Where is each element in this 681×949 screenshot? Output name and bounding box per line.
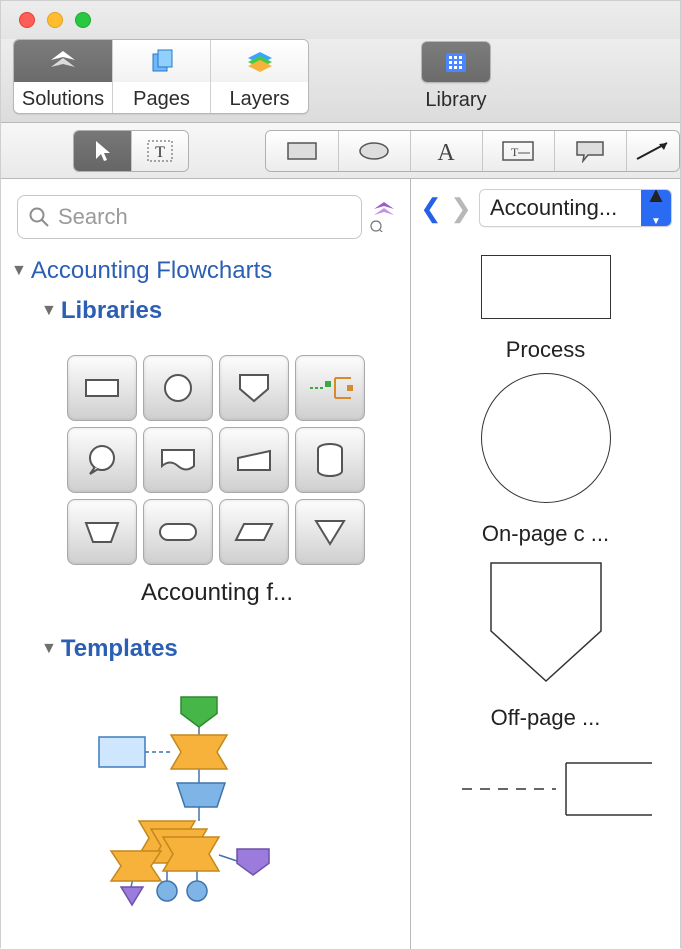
tab-label: Layers bbox=[211, 82, 308, 113]
shape-label: On-page c ... bbox=[482, 521, 609, 547]
shape-item-onpage[interactable]: On-page c ... bbox=[481, 373, 611, 547]
solutions-tree: ▼ Accounting Flowcharts ▼ Libraries bbox=[1, 247, 410, 911]
pointer-tool-button[interactable] bbox=[74, 131, 131, 171]
solutions-compass-icon[interactable] bbox=[370, 198, 398, 237]
library-button[interactable]: Library bbox=[421, 41, 491, 114]
rect-tool-button[interactable] bbox=[266, 131, 338, 171]
solutions-icon bbox=[48, 48, 78, 74]
textbox-icon: T bbox=[500, 139, 536, 163]
chevron-down-icon: ▼ bbox=[41, 640, 57, 658]
lib-shape-merge[interactable] bbox=[295, 499, 365, 565]
lib-shape-terminator[interactable] bbox=[143, 499, 213, 565]
process-shape-icon bbox=[481, 255, 611, 319]
tree-root-accounting-flowcharts[interactable]: ▼ Accounting Flowcharts bbox=[11, 251, 396, 291]
shape-item-process[interactable]: Process bbox=[481, 255, 611, 363]
text-frame-tool-button[interactable]: T bbox=[131, 131, 188, 171]
callout-icon bbox=[574, 139, 606, 163]
tab-layers[interactable]: Layers bbox=[210, 40, 308, 113]
lib-shape-annotation[interactable] bbox=[295, 355, 365, 421]
text-tool-button[interactable]: A bbox=[410, 131, 482, 171]
close-window-button[interactable] bbox=[19, 12, 35, 28]
lib-shape-manual-input[interactable] bbox=[219, 427, 289, 493]
shape-toolbar: T A T bbox=[1, 123, 680, 179]
lib-shape-data[interactable] bbox=[219, 499, 289, 565]
letter-a-icon: A bbox=[431, 138, 461, 164]
nav-forward-button[interactable]: ❯ bbox=[449, 193, 473, 224]
main-toolbar: Solutions Pages Layers bbox=[1, 39, 680, 123]
pointer-icon bbox=[92, 139, 112, 163]
ellipse-tool-button[interactable] bbox=[338, 131, 410, 171]
tree-root-label: Accounting Flowcharts bbox=[31, 257, 272, 285]
search-row: Search bbox=[1, 179, 410, 247]
tree-libraries-label: Libraries bbox=[61, 297, 162, 325]
pointer-text-pair: T bbox=[73, 130, 189, 172]
library-selector-label: Accounting... bbox=[480, 195, 641, 221]
annotation-shape-icon bbox=[456, 759, 636, 819]
onpage-connector-icon bbox=[481, 373, 611, 503]
tab-solutions[interactable]: Solutions bbox=[14, 40, 112, 113]
svg-text:T: T bbox=[155, 144, 165, 161]
window-titlebar bbox=[1, 1, 680, 39]
callout-tool-button[interactable] bbox=[554, 131, 626, 171]
chevron-down-icon: ▼ bbox=[11, 262, 27, 280]
body-split: Search ▼ Accounting Flowcharts ▼ Librari… bbox=[1, 179, 680, 949]
lib-shape-manual-op[interactable] bbox=[67, 499, 137, 565]
search-placeholder: Search bbox=[58, 204, 128, 230]
pages-icon bbox=[148, 48, 176, 74]
nav-back-button[interactable]: ❮ bbox=[419, 193, 443, 224]
tab-label: Solutions bbox=[14, 82, 112, 113]
view-tab-group: Solutions Pages Layers bbox=[13, 39, 309, 114]
shape-list: Process On-page c ... Off-page ... bbox=[411, 237, 680, 819]
shape-label: Process bbox=[506, 337, 585, 363]
search-input[interactable]: Search bbox=[17, 195, 362, 239]
library-caption: Accounting f... bbox=[67, 579, 367, 607]
solutions-panel: Search ▼ Accounting Flowcharts ▼ Librari… bbox=[1, 179, 411, 949]
search-icon bbox=[28, 206, 50, 228]
lib-shape-connector[interactable] bbox=[143, 355, 213, 421]
stepper-icon: ▲▼ bbox=[641, 190, 671, 226]
library-icon bbox=[442, 49, 470, 75]
svg-text:T: T bbox=[511, 145, 519, 159]
lib-shape-comment[interactable] bbox=[67, 427, 137, 493]
library-label: Library bbox=[421, 83, 491, 114]
rectangle-icon bbox=[285, 140, 319, 162]
tree-templates-label: Templates bbox=[61, 635, 178, 663]
tree-node-libraries[interactable]: ▼ Libraries bbox=[11, 291, 396, 331]
shape-tool-strip: A T bbox=[265, 130, 680, 172]
lib-shape-process[interactable] bbox=[67, 355, 137, 421]
shape-item-annotation[interactable] bbox=[456, 759, 636, 819]
svg-text:A: A bbox=[438, 140, 456, 164]
tree-node-templates[interactable]: ▼ Templates bbox=[11, 629, 396, 669]
shape-item-offpage[interactable]: Off-page ... bbox=[481, 557, 611, 731]
lib-shape-document[interactable] bbox=[143, 427, 213, 493]
template-thumbnail[interactable] bbox=[51, 691, 331, 911]
ellipse-icon bbox=[357, 140, 391, 162]
library-panel: ❮ ❯ Accounting... ▲▼ Process On-page c .… bbox=[411, 179, 680, 949]
minimize-window-button[interactable] bbox=[47, 12, 63, 28]
offpage-connector-icon bbox=[481, 557, 611, 687]
text-frame-icon: T bbox=[146, 139, 174, 163]
zoom-window-button[interactable] bbox=[75, 12, 91, 28]
template-thumbnail-svg bbox=[51, 691, 331, 911]
textbox-tool-button[interactable]: T bbox=[482, 131, 554, 171]
layers-icon bbox=[245, 48, 275, 74]
lib-shape-offpage[interactable] bbox=[219, 355, 289, 421]
chevron-down-icon: ▼ bbox=[41, 302, 57, 320]
arrow-tool-button[interactable] bbox=[626, 131, 679, 171]
tab-pages[interactable]: Pages bbox=[112, 40, 210, 113]
library-shape-grid bbox=[67, 355, 396, 565]
shape-label: Off-page ... bbox=[491, 705, 601, 731]
library-selector[interactable]: Accounting... ▲▼ bbox=[479, 189, 672, 227]
library-nav-row: ❮ ❯ Accounting... ▲▼ bbox=[411, 179, 680, 237]
tab-label: Pages bbox=[113, 82, 210, 113]
arrow-icon bbox=[633, 139, 673, 163]
lib-shape-database[interactable] bbox=[295, 427, 365, 493]
